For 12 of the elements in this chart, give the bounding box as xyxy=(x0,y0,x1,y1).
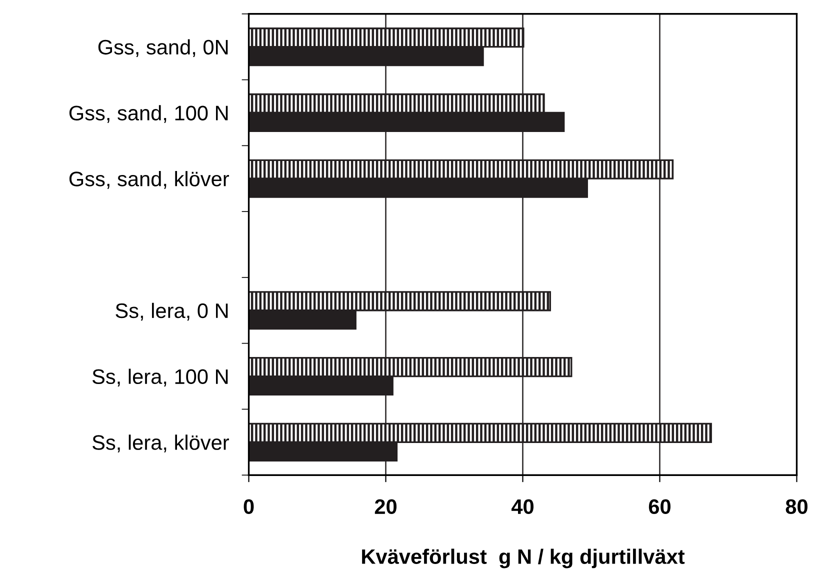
y-tick-label: Gss, sand, 100 N xyxy=(69,105,228,123)
x-tick-label: 0 xyxy=(244,499,254,514)
x-tick-label: 20 xyxy=(374,499,396,514)
y-tick-label: Ss, lera, klöver xyxy=(92,434,229,452)
x-tick-label: 60 xyxy=(648,499,670,514)
y-tick-label: Gss, sand, 0N xyxy=(98,39,228,58)
y-tick-label: Gss, sand, klöver xyxy=(69,171,229,189)
y-tick-label: Ss, lera, 100 N xyxy=(92,368,228,386)
y-tick-label: Ss, lera, 0 N xyxy=(116,302,228,321)
x-axis-title: Kväveförlust g N / kg djurtillväxt xyxy=(362,548,685,568)
x-tick-label: 80 xyxy=(786,499,808,514)
x-tick-label: 40 xyxy=(511,499,534,514)
